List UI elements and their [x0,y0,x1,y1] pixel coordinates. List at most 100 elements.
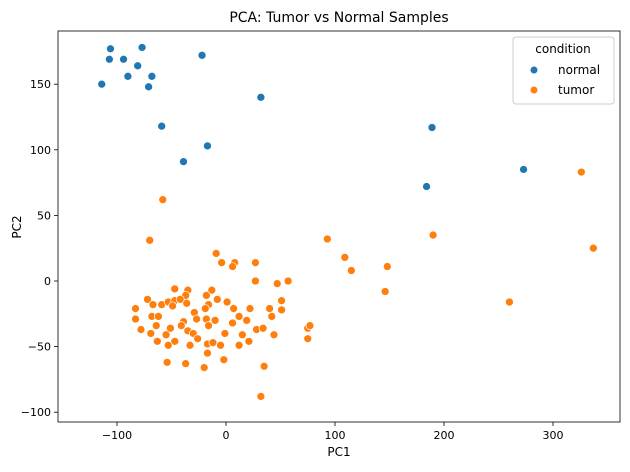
y-tick-label: 150 [30,78,51,91]
point-tumor [272,279,282,288]
point-tumor [219,355,229,365]
point-tumor [151,321,161,330]
y-tick-label: −100 [21,406,51,419]
point-normal [106,44,115,54]
point-tumor [340,253,350,262]
x-tick-label: −100 [102,429,132,442]
point-tumor [161,330,171,340]
point-tumor [211,249,221,258]
point-normal [427,123,437,132]
point-normal [119,54,128,64]
point-normal [144,82,153,92]
point-normal [97,79,107,89]
point-tumor [182,298,192,308]
point-tumor [245,304,255,313]
point-tumor [222,297,232,307]
point-tumor [168,301,177,311]
point-tumor [192,314,201,324]
point-tumor [242,316,252,325]
y-axis-label: PC2 [10,215,24,238]
x-tick-label: 300 [543,429,564,442]
point-tumor [269,330,279,340]
point-tumor [382,262,392,271]
point-normal [256,92,266,102]
point-tumor [267,312,277,321]
point-tumor [143,295,152,304]
point-tumor [229,304,238,313]
legend-label-normal: normal [558,63,600,77]
plot-frame [57,30,621,423]
point-tumor [303,334,313,344]
point-tumor [185,340,195,350]
point-tumor [277,305,286,315]
y-tick-label: 0 [44,275,51,288]
point-tumor [347,266,356,275]
point-tumor [145,235,155,245]
point-tumor [244,337,254,346]
point-tumor [208,338,218,348]
point-tumor [228,262,237,271]
point-tumor [212,295,222,304]
x-axis: −100 0 100 200 300 [102,422,564,442]
point-normal [133,61,143,71]
point-tumor [181,359,191,369]
legend-marker-tumor [530,86,538,94]
point-tumor [152,337,162,346]
legend-box [512,36,615,105]
point-tumor [251,276,260,286]
point-tumor [323,234,332,244]
point-tumor [220,329,230,338]
point-tumor [256,392,266,401]
point-tumor [200,304,210,313]
point-tumor [202,291,211,300]
point-tumor [265,304,274,313]
point-normal [179,157,188,166]
point-tumor [158,195,168,205]
point-tumor [505,297,514,307]
x-axis-label: PC1 [327,445,350,459]
x-tick-label: 200 [434,429,455,442]
point-tumor [170,337,180,346]
point-normal [203,141,212,151]
point-tumor [170,284,180,294]
point-normal [105,54,114,64]
point-tumor [277,296,286,306]
point-tumor [162,357,172,367]
y-tick-label: −50 [28,341,51,354]
point-tumor [176,321,186,330]
point-tumor [203,348,212,358]
point-tumor [259,361,269,371]
point-normal [519,165,528,174]
chart-title: PCA: Tumor vs Normal Samples [229,10,448,26]
x-tick-label: 100 [325,429,346,442]
point-tumor [576,167,586,177]
point-normal [123,71,133,81]
point-tumor [204,321,213,330]
point-normal [147,71,157,81]
point-tumor [148,300,158,309]
point-tumor [258,323,268,333]
point-tumor [234,312,244,321]
point-tumor [154,312,163,321]
point-tumor [216,340,225,350]
point-tumor [175,295,185,304]
point-tumor [131,314,140,324]
point-normal [137,43,147,52]
point-tumor [234,340,244,350]
point-tumor [166,323,175,333]
point-tumor [136,325,146,334]
legend: condition normal tumor [512,36,615,105]
y-tick-label: 50 [37,209,51,222]
y-tick-label: 100 [30,144,51,157]
point-tumor [131,304,140,313]
point-tumor [210,316,220,325]
point-tumor [193,334,203,344]
y-axis: −100 −50 0 50 100 150 [21,78,58,419]
point-normal [157,121,167,131]
point-tumor [146,329,156,338]
x-tick-label: 0 [223,429,230,442]
points-layer [97,43,598,401]
legend-title: condition [535,42,590,56]
point-tumor [163,340,173,350]
